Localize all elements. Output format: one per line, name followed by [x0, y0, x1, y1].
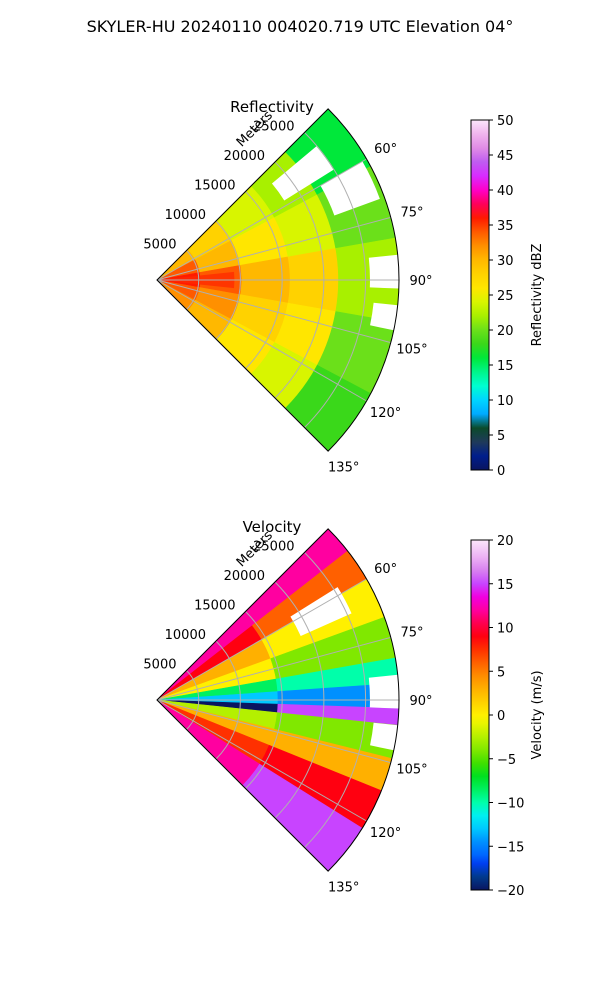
colorbar-tick-label: 35	[497, 219, 514, 234]
angle-radial	[156, 578, 367, 701]
data-gap	[271, 146, 334, 201]
sector-frame	[156, 108, 400, 452]
colorbar-tick-label: −15	[497, 840, 524, 855]
colorbar-tick-label: 40	[497, 184, 514, 199]
colorbar	[470, 539, 490, 891]
angle-tick-label: 90°	[409, 694, 432, 709]
angle-tick-label: 90°	[409, 274, 432, 289]
angle-radial	[156, 699, 391, 764]
velocity-panel: 5000 10000 15000 20000 25000 60° 75° 90° 105° 120…	[143, 518, 545, 899]
colorbar-tick-label: 20	[497, 324, 514, 339]
colorbar-tick-label: 15	[497, 359, 514, 374]
angle-tick-label: 105°	[396, 762, 427, 777]
colorbar-tick-label: 25	[497, 289, 514, 304]
angle-radial	[156, 699, 367, 822]
angle-radial	[156, 279, 367, 402]
colorbar-tick-label: 15	[497, 578, 514, 593]
colorbar-tick-label: −10	[497, 797, 524, 812]
figure-title: SKYLER-HU 20240110 004020.719 UTC Elevat…	[87, 17, 514, 36]
angle-tick-label: 120°	[370, 826, 401, 841]
colorbar-tick-label: 10	[497, 622, 514, 637]
colorbar-tick-label: −20	[497, 884, 524, 899]
angle-radial	[156, 158, 367, 281]
data-gap	[370, 302, 398, 331]
angle-tick-label: 135°	[328, 461, 359, 476]
data-gap	[320, 161, 380, 216]
reflectivity-panel: 5000 10000 15000 20000 25000 60° 75° 90° 105° 120…	[143, 98, 545, 479]
range-tick-label: 25000	[253, 120, 294, 135]
colorbar-tick-label: 30	[497, 254, 514, 269]
colorbar-tick-label: −5	[497, 753, 516, 768]
colorbar-tick-label: 50	[497, 114, 514, 129]
range-tick-label: 20000	[224, 149, 265, 164]
colorbar-label: Reflectivity dBZ	[530, 244, 545, 347]
angle-tick-label: 75°	[400, 626, 423, 641]
range-tick-label: 10000	[165, 208, 206, 223]
colorbar-tick-label: 10	[497, 394, 514, 409]
colorbar-tick-label: 20	[497, 534, 514, 549]
colorbar-tick-label: 0	[497, 709, 505, 724]
colorbar-tick-label: 5	[497, 665, 505, 680]
colorbar-tick-label: 5	[497, 429, 505, 444]
radar-field	[157, 108, 400, 452]
angle-radial	[156, 636, 391, 701]
panel-title: Reflectivity	[230, 98, 314, 116]
range-tick-label: 5000	[143, 658, 176, 673]
angle-radial	[156, 279, 391, 344]
data-gap	[368, 674, 399, 709]
angle-tick-label: 135°	[328, 881, 359, 896]
sector-frame	[156, 528, 400, 872]
radar-field	[157, 528, 400, 872]
range-tick-label: 25000	[253, 540, 294, 555]
angle-tick-label: 60°	[374, 562, 397, 577]
colorbar-tick-label: 45	[497, 149, 514, 164]
data-gap	[370, 722, 398, 751]
range-tick-label: 5000	[143, 238, 176, 253]
data-gap	[368, 254, 399, 289]
angle-tick-label: 120°	[370, 406, 401, 421]
range-tick-label: 15000	[194, 599, 235, 614]
colorbar-tick-label: 0	[497, 464, 505, 479]
colorbar-label: Velocity (m/s)	[530, 670, 545, 759]
angle-tick-label: 75°	[400, 206, 423, 221]
range-tick-label: 10000	[165, 628, 206, 643]
range-tick-label: 20000	[224, 569, 265, 584]
panel-title: Velocity	[243, 518, 302, 536]
range-tick-label: 15000	[194, 179, 235, 194]
angle-tick-label: 105°	[396, 342, 427, 357]
colorbar	[470, 119, 490, 471]
angle-radial	[156, 216, 391, 281]
angle-tick-label: 60°	[374, 142, 397, 157]
